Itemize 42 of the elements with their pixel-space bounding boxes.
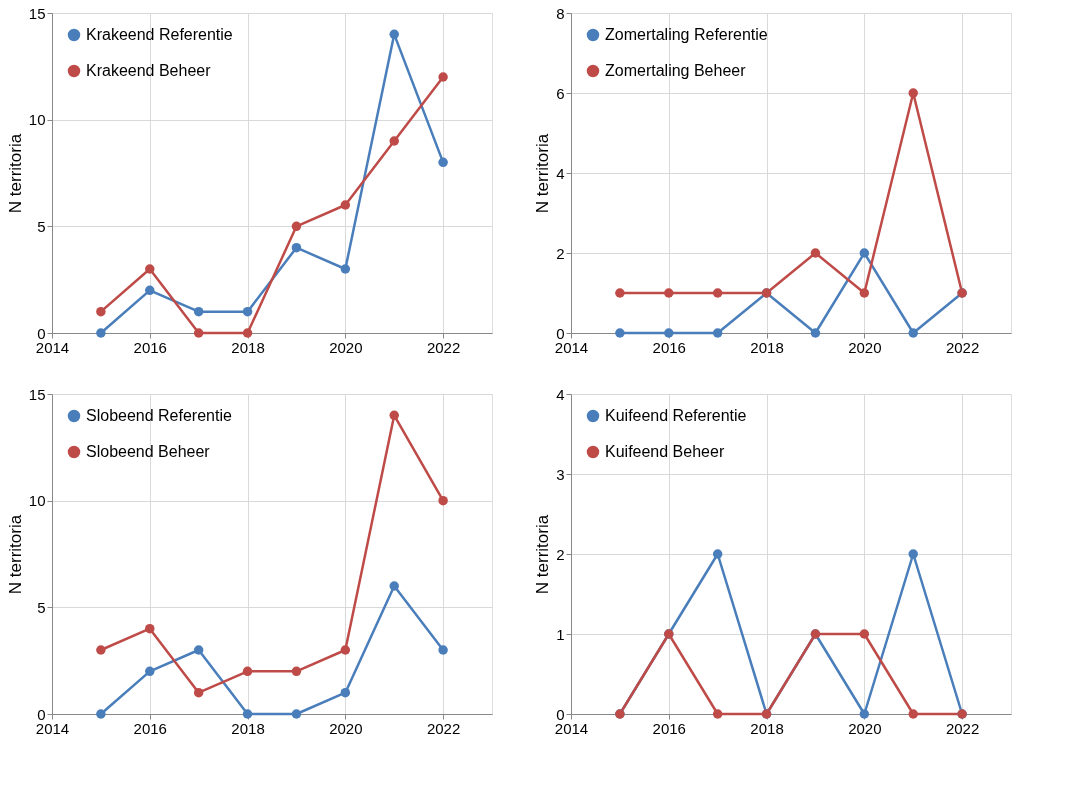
x-tick-label: 2016: [133, 719, 167, 737]
legend-label: Zomertaling Referentie: [605, 26, 768, 43]
x-tick-label: 2018: [750, 719, 784, 737]
y-tick-label: 10: [28, 492, 46, 510]
x-tick-label: 2022: [426, 338, 461, 356]
x-tick-label: 2016: [652, 719, 686, 737]
y-tick-label: 8: [556, 4, 565, 22]
y-tick-label: 3: [556, 465, 565, 483]
y-tick-label: 10: [28, 111, 46, 129]
y-tick-label: 2: [556, 545, 565, 563]
x-tick-label: 2020: [848, 719, 882, 737]
y-axis-title: N territoria: [5, 133, 25, 214]
y-tick-label: 4: [556, 385, 565, 403]
y-axis-title: N territoria: [533, 133, 553, 214]
y-tick-label: 1: [556, 625, 565, 643]
legend-label: Krakeend Beheer: [86, 62, 212, 79]
y-tick-label: 6: [556, 84, 565, 102]
y-tick-label: 15: [28, 4, 46, 22]
y-axis-title: N territoria: [5, 514, 25, 595]
y-tick-label: 2: [556, 244, 565, 262]
x-tick-label: 2020: [329, 338, 363, 356]
y-tick-label: 4: [556, 164, 565, 182]
x-tick-label: 2018: [231, 719, 265, 737]
y-tick-label: 15: [28, 385, 46, 403]
legend-label: Slobeend Beheer: [86, 443, 211, 460]
x-tick-label: 2022: [426, 719, 461, 737]
x-tick-label: 2020: [329, 719, 363, 737]
x-tick-label: 2016: [133, 338, 167, 356]
legend-label: Kuifeend Beheer: [605, 443, 725, 460]
legend-label: Slobeend Referentie: [86, 407, 232, 424]
legend-label: Kuifeend Referentie: [605, 407, 747, 424]
y-tick-label: 5: [37, 598, 46, 616]
x-tick-label: 2022: [945, 338, 980, 356]
x-tick-label: 2022: [945, 719, 980, 737]
legend-label: Krakeend Referentie: [86, 26, 233, 43]
x-tick-label: 2018: [231, 338, 265, 356]
y-axis-title: N territoria: [533, 514, 553, 595]
x-tick-label: 2020: [848, 338, 882, 356]
y-tick-label: 5: [37, 217, 46, 235]
x-tick-label: 2016: [652, 338, 686, 356]
x-tick-label: 2018: [750, 338, 784, 356]
legend-label: Zomertaling Beheer: [605, 62, 747, 79]
